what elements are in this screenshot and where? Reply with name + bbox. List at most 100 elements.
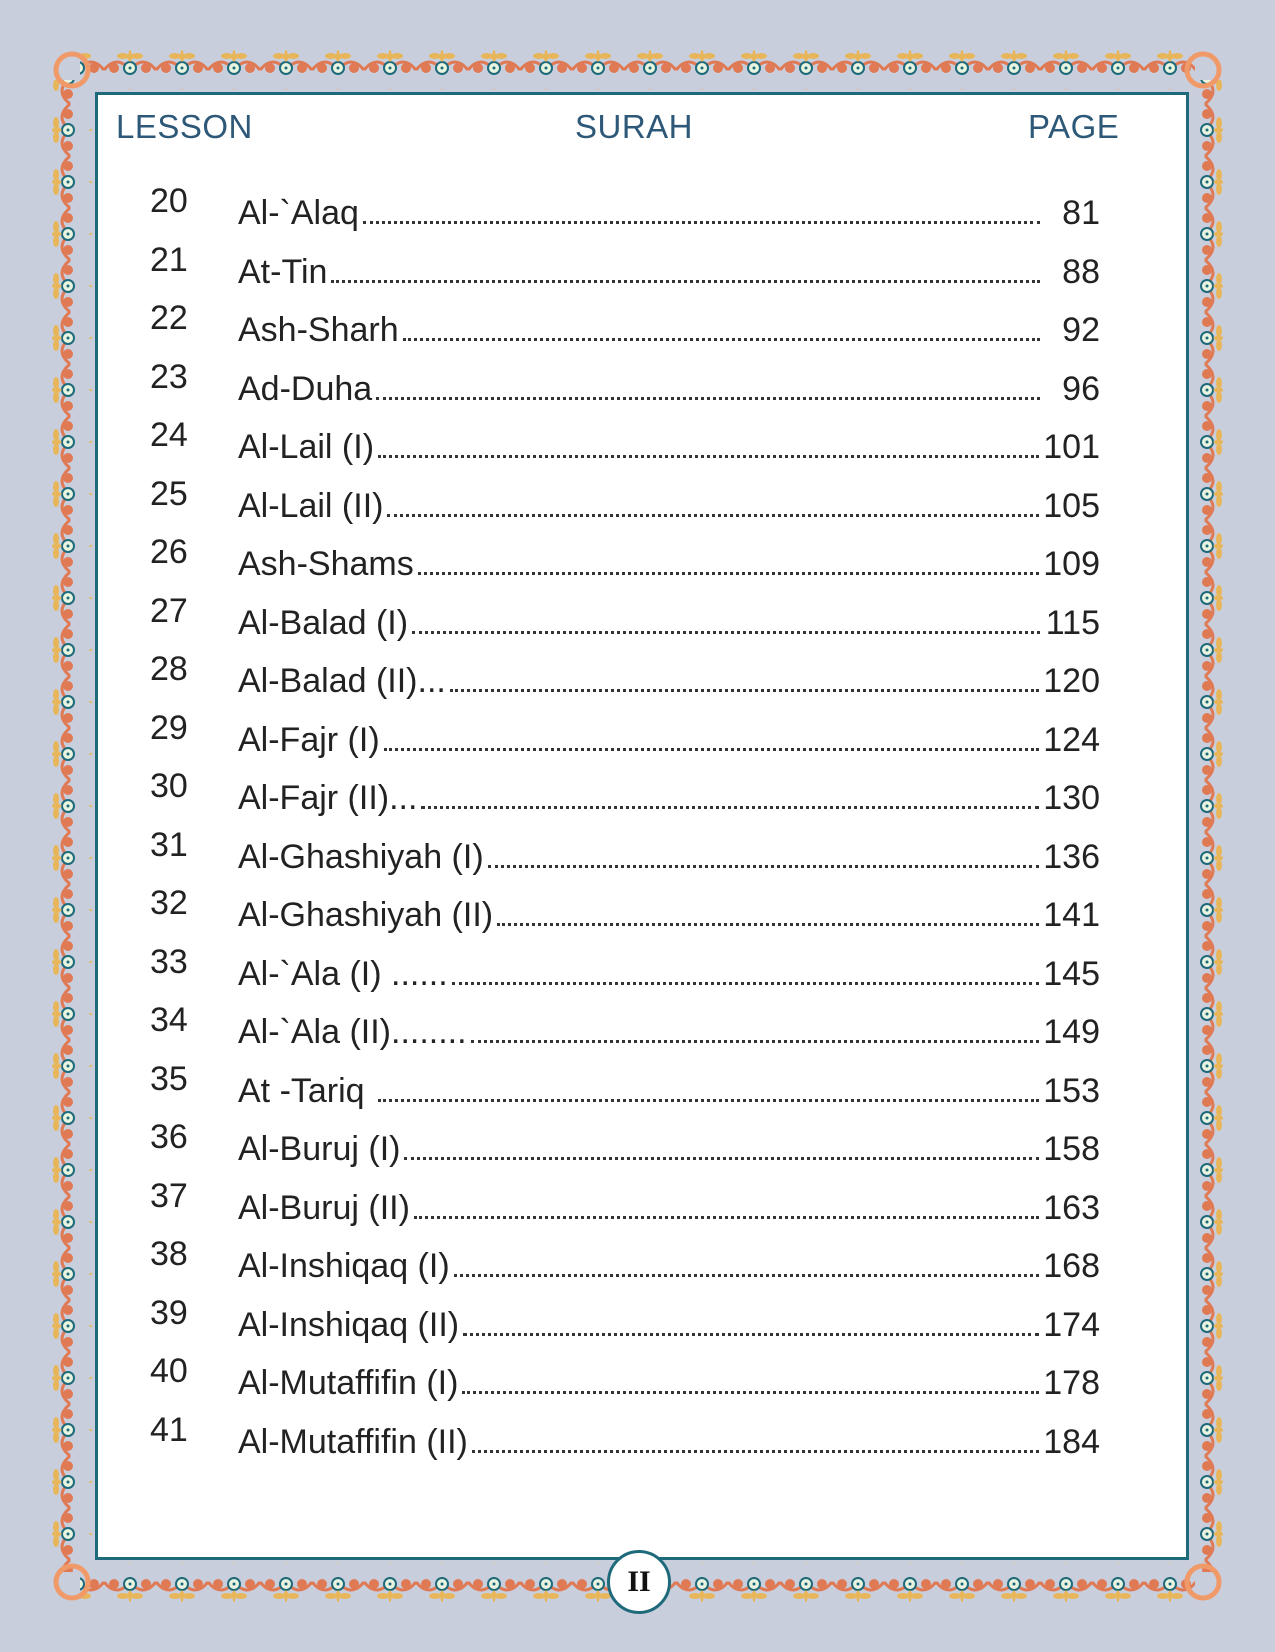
toc-row: 39 Al-Inshiqaq (II) 174	[150, 1294, 1100, 1353]
toc-row: 24 Al-Lail (I) 101	[150, 416, 1100, 475]
lesson-number: 20	[150, 182, 188, 220]
column-header-page: PAGE	[1028, 108, 1120, 145]
surah-name: Al-Lail (I)	[238, 428, 375, 466]
toc-entry: Al-Mutaffifin (II) 184	[238, 1423, 1100, 1462]
toc-entry: Al-Fajr (II)... 130	[238, 779, 1100, 818]
page-ref: 81	[1062, 194, 1100, 232]
toc-row: 31 Al-Ghashiyah (I) 136	[150, 826, 1100, 885]
page-ref: 96	[1062, 369, 1100, 408]
page-ref: 174	[1043, 1305, 1100, 1344]
surah-name: Al-`Ala (II)........	[238, 1013, 467, 1051]
toc-row: 30 Al-Fajr (II)... 130	[150, 767, 1100, 826]
toc-entry: Al-Balad (I) 115	[238, 604, 1100, 643]
toc-row: 35 At -Tariq 153	[150, 1060, 1100, 1119]
toc-entry: Al-`Ala (II)........ 149	[238, 1013, 1100, 1052]
page-ref: 115	[1045, 603, 1100, 642]
dot-leader	[378, 455, 1040, 458]
surah-name: At -Tariq	[238, 1071, 375, 1110]
toc-row: 38 Al-Inshiqaq (I) 168	[150, 1235, 1100, 1294]
toc-row: 25 Al-Lail (II) 105	[150, 475, 1100, 534]
surah-name: Al-Fajr (I)	[238, 720, 380, 759]
dot-leader	[487, 864, 1040, 868]
dot-leader	[449, 689, 1040, 692]
toc-row: 37 Al-Buruj (II) 163	[150, 1177, 1100, 1236]
page-ref: 92	[1062, 311, 1100, 349]
surah-name: Al-Balad (II)...	[238, 662, 446, 700]
lesson-number: 22	[150, 299, 188, 337]
dot-leader	[497, 923, 1040, 926]
page-ref: 130	[1043, 779, 1100, 817]
surah-name: Al-Mutaffifin (II)	[238, 1422, 468, 1461]
dot-leader	[462, 1391, 1040, 1394]
toc-entry: At -Tariq 153	[238, 1072, 1100, 1111]
toc-row: 26 Ash-Shams 109	[150, 533, 1100, 592]
lesson-number: 41	[150, 1410, 188, 1449]
page-ref: 124	[1043, 720, 1100, 759]
toc-entry: Al-Lail (II) 105	[238, 487, 1100, 526]
surah-name: Al-Buruj (I)	[238, 1130, 401, 1168]
dot-leader	[362, 221, 1040, 224]
toc-row: 29 Al-Fajr (I) 124	[150, 709, 1100, 768]
lesson-number: 40	[150, 1352, 188, 1390]
surah-name: Al-Mutaffifin (I)	[238, 1364, 459, 1402]
page-ref: 136	[1043, 837, 1100, 876]
page-ref: 184	[1043, 1422, 1100, 1461]
lesson-number: 34	[150, 1001, 188, 1039]
toc-entry: Al-Balad (II)... 120	[238, 662, 1100, 701]
lesson-number: 29	[150, 708, 188, 747]
table-of-contents: 20 Al-`Alaq 81 21 At-Tin 88 22 Ash-Sharh…	[150, 182, 1100, 1469]
dot-leader	[412, 630, 1040, 634]
dot-leader	[421, 806, 1040, 809]
lesson-number: 36	[150, 1118, 188, 1156]
toc-entry: Al-Ghashiyah (II) 141	[238, 896, 1100, 935]
dot-leader	[470, 1040, 1040, 1043]
surah-name: Ash-Shams	[238, 545, 414, 583]
toc-entry: Al-Fajr (I) 124	[238, 721, 1100, 760]
toc-entry: Al-Buruj (I) 158	[238, 1130, 1100, 1169]
toc-entry: Al-`Alaq 81	[238, 194, 1100, 233]
lesson-number: 26	[150, 533, 188, 571]
toc-entry: Ash-Shams 109	[238, 545, 1100, 584]
lesson-number: 25	[150, 474, 188, 513]
surah-name: Al-Inshiqaq (I)	[238, 1247, 450, 1285]
toc-entry: Al-`Ala (I) ...... 145	[238, 955, 1100, 994]
lesson-number: 27	[150, 591, 188, 630]
surah-name: Al-`Alaq	[238, 194, 359, 232]
dot-leader	[451, 981, 1040, 985]
surah-name: Al-Ghashiyah (II)	[238, 896, 494, 934]
lesson-number: 32	[150, 884, 188, 922]
column-header-surah: SURAH	[575, 108, 694, 145]
dot-leader	[417, 572, 1040, 575]
dot-leader	[463, 1332, 1040, 1336]
lesson-number: 39	[150, 1293, 188, 1332]
toc-entry: Al-Ghashiyah (I) 136	[238, 838, 1100, 877]
page-ref: 178	[1043, 1364, 1100, 1402]
toc-row: 36 Al-Buruj (I) 158	[150, 1118, 1100, 1177]
toc-entry: Al-Inshiqaq (I) 168	[238, 1247, 1100, 1286]
page-number: II	[607, 1550, 671, 1614]
surah-name: Al-Buruj (II)	[238, 1188, 410, 1227]
toc-entry: Al-Buruj (II) 163	[238, 1189, 1100, 1228]
toc-entry: At-Tin 88	[238, 253, 1100, 292]
page-ref: 168	[1043, 1247, 1100, 1285]
surah-name: Al-Fajr (II)...	[238, 779, 418, 817]
lesson-number: 33	[150, 942, 188, 981]
dot-leader	[453, 1274, 1040, 1277]
surah-name: Al-Balad (I)	[238, 603, 409, 642]
page-ref: 149	[1043, 1013, 1100, 1051]
toc-row: 41 Al-Mutaffifin (II) 184	[150, 1411, 1100, 1470]
surah-name: Al-Lail (II)	[238, 486, 384, 525]
page-ref: 120	[1043, 662, 1100, 700]
surah-name: Al-Inshiqaq (II)	[238, 1305, 460, 1344]
page-ref: 109	[1043, 545, 1100, 583]
page-ref: 158	[1043, 1130, 1100, 1168]
toc-entry: Ad-Duha 96	[238, 370, 1100, 409]
toc-row: 32 Al-Ghashiyah (II) 141	[150, 884, 1100, 943]
lesson-number: 21	[150, 240, 188, 279]
lesson-number: 23	[150, 357, 188, 396]
toc-row: 34 Al-`Ala (II)........ 149	[150, 1001, 1100, 1060]
surah-name: Ash-Sharh	[238, 311, 399, 349]
surah-name: Ad-Duha	[238, 369, 373, 408]
surah-name: Al-`Ala (I) ......	[238, 954, 448, 993]
surah-name: Al-Ghashiyah (I)	[238, 837, 484, 876]
